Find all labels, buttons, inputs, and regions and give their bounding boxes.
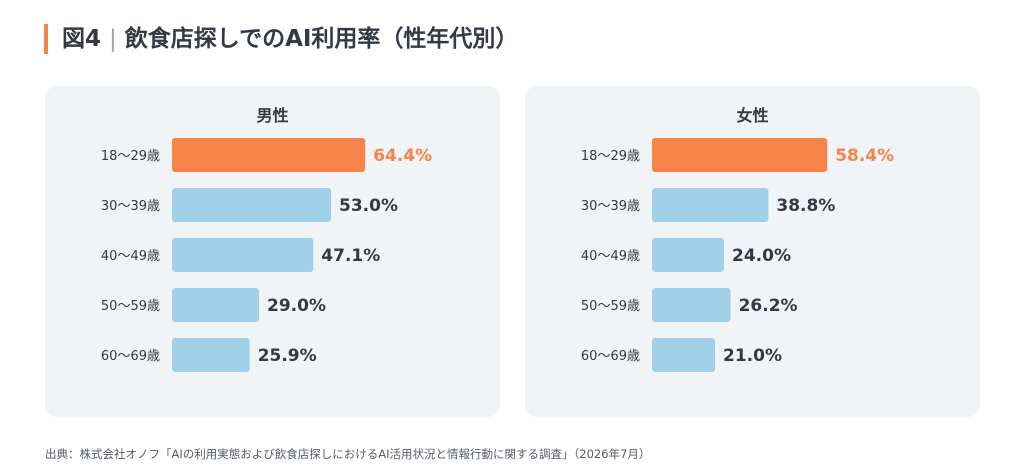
bar-chart-female: 18〜29歳 58.4% 30〜39歳 38.8% 40〜49歳 24.0% 50〜59歳 2… <box>581 138 894 372</box>
bar-female-1 <box>652 188 769 222</box>
title-accent-bar <box>44 24 48 54</box>
category-label-female-0: 18〜29歳 <box>581 149 640 164</box>
category-label-male-0: 18〜29歳 <box>101 149 160 164</box>
bar-male-4 <box>172 338 250 372</box>
value-label-female-2: 24.0% <box>732 246 791 266</box>
value-label-male-1: 53.0% <box>339 196 398 216</box>
bar-female-3 <box>652 288 731 322</box>
chart-panel-female: 女性 18〜29歳 58.4% 30〜39歳 38.8% 40〜49歳 24.0% 50〜5… <box>525 86 980 417</box>
title-separator: | <box>109 26 117 52</box>
value-label-female-1: 38.8% <box>776 196 835 216</box>
value-label-female-0: 58.4% <box>835 146 894 166</box>
category-label-male-3: 50〜59歳 <box>101 299 160 314</box>
value-label-female-3: 26.2% <box>739 296 798 316</box>
bar-female-0 <box>652 138 828 172</box>
source-note: 出典：株式会社オノフ「AIの利用実態および飲食店探しにおけるAI活用状況と情報行… <box>45 447 651 461</box>
bar-male-2 <box>172 238 314 272</box>
chart-title-female: 女性 <box>736 106 769 125</box>
category-label-male-2: 40〜49歳 <box>101 249 160 264</box>
chart-panel-male: 男性 18〜29歳 64.4% 30〜39歳 53.0% 40〜49歳 47.1% 50〜5… <box>45 86 500 417</box>
category-label-male-4: 60〜69歳 <box>101 349 160 364</box>
category-label-male-1: 30〜39歳 <box>101 199 160 214</box>
bar-male-0 <box>172 138 366 172</box>
chart-title-male: 男性 <box>256 106 289 125</box>
value-label-male-2: 47.1% <box>321 246 380 266</box>
category-label-female-3: 50〜59歳 <box>581 299 640 314</box>
category-label-female-1: 30〜39歳 <box>581 199 640 214</box>
value-label-female-4: 21.0% <box>723 346 782 366</box>
bar-chart-male: 18〜29歳 64.4% 30〜39歳 53.0% 40〜49歳 47.1% 50〜59歳 2… <box>101 138 432 372</box>
bar-male-3 <box>172 288 259 322</box>
bar-female-4 <box>652 338 715 372</box>
category-label-female-2: 40〜49歳 <box>581 249 640 264</box>
figure-number: 図4 <box>62 26 102 52</box>
title-text: 飲食店探しでのAI利用率（性年代別） <box>124 26 519 52</box>
value-label-male-0: 64.4% <box>373 146 432 166</box>
bar-male-1 <box>172 188 331 222</box>
page-title: 図4 | 飲食店探しでのAI利用率（性年代別） <box>62 22 518 56</box>
category-label-female-4: 60〜69歳 <box>581 349 640 364</box>
value-label-male-4: 25.9% <box>258 346 317 366</box>
bar-female-2 <box>652 238 724 272</box>
value-label-male-3: 29.0% <box>267 296 326 316</box>
